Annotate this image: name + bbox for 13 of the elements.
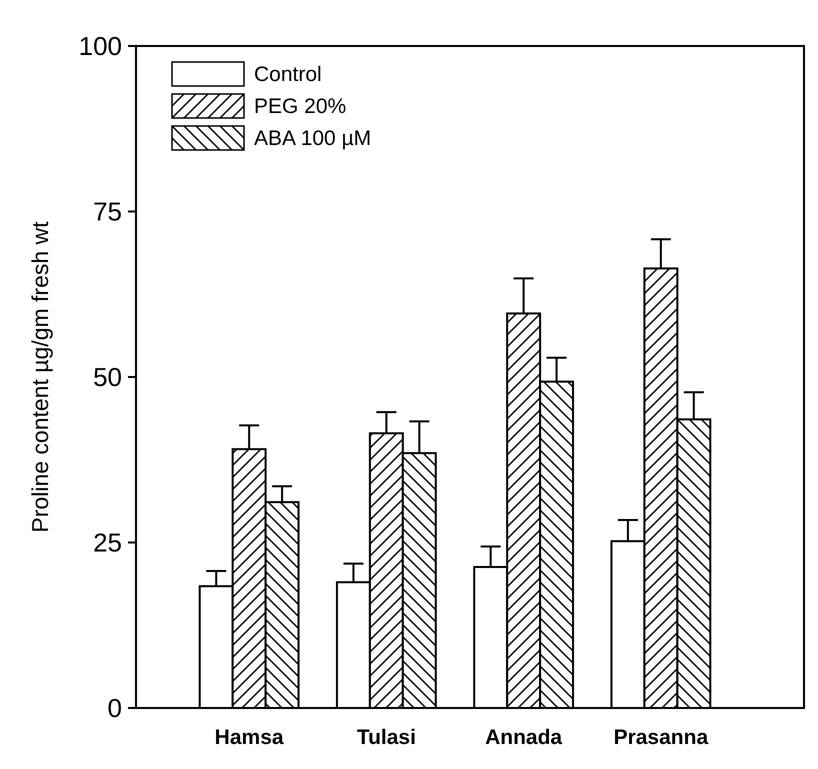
y-axis-title: Proline content µg/gm fresh wt [27, 220, 53, 533]
y-tick-label: 0 [108, 693, 122, 724]
x-tick-label: Annada [485, 726, 562, 749]
y-tick-label: 25 [93, 528, 122, 558]
x-tick-label: Prasanna [614, 726, 708, 749]
y-tick-label: 75 [93, 196, 122, 227]
x-tick-label: Tulasi [356, 726, 416, 749]
legend-label: PEG 20% [254, 95, 346, 118]
legend-label: ABA 100 µM [254, 127, 372, 150]
x-tick-label: Hamsa [214, 726, 284, 749]
y-tick-label: 100 [78, 31, 122, 62]
y-tick-label: 50 [93, 362, 122, 392]
legend-label: Control [254, 63, 322, 86]
